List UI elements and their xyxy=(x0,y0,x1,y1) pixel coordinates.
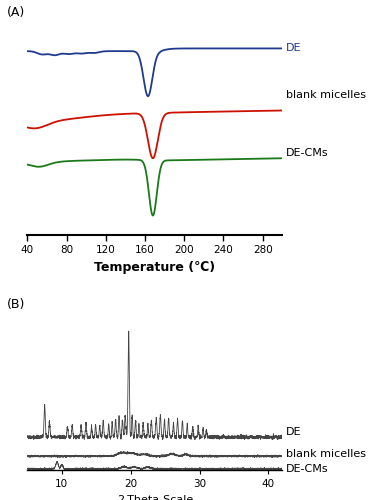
Text: DE: DE xyxy=(286,427,302,437)
X-axis label: Temperature (℃): Temperature (℃) xyxy=(94,260,215,274)
Text: blank micelles: blank micelles xyxy=(286,90,366,101)
Text: blank micelles: blank micelles xyxy=(286,448,366,458)
Text: DE-CMs: DE-CMs xyxy=(286,148,329,158)
Text: (A): (A) xyxy=(7,6,25,19)
X-axis label: 2-Theta-Scale: 2-Theta-Scale xyxy=(117,494,193,500)
Text: DE-CMs: DE-CMs xyxy=(286,464,329,474)
Text: (B): (B) xyxy=(7,298,25,310)
Text: DE: DE xyxy=(286,44,302,54)
